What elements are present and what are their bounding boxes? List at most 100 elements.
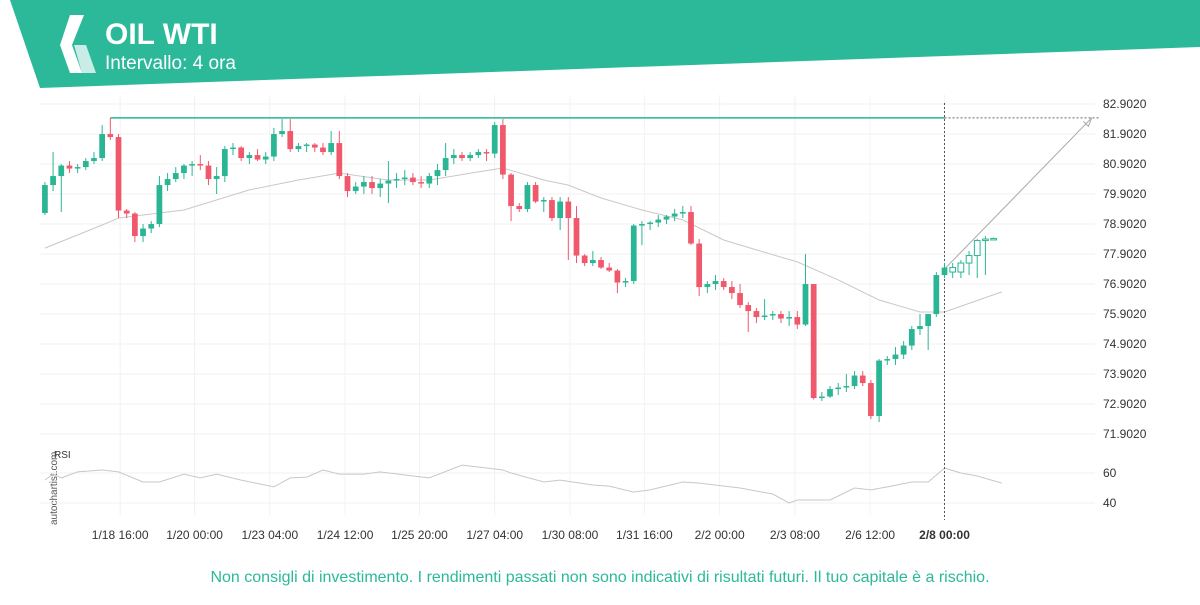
x-tick-label: 2/2 00:00 [695,528,745,542]
candle-body [311,144,318,148]
candle-body [704,284,711,288]
candle-body [868,383,874,417]
title: OIL WTI [105,18,218,51]
candle-body [917,326,923,330]
x-tick-label: 1/25 20:00 [391,528,448,542]
x-tick-label: 1/27 04:00 [466,528,523,542]
candle-body [450,155,457,159]
x-tick-label: 1/24 12:00 [317,528,374,542]
candle-body [688,212,694,244]
candle-body [156,185,163,225]
candle-body [794,317,801,325]
candle-body [42,185,48,213]
candle-body [410,177,416,183]
y-tick-label: 72.9020 [1103,397,1147,411]
y-tick-label: 80.9020 [1103,157,1147,171]
rsi-tick-label: 60 [1103,466,1117,480]
candle-body [516,206,523,210]
candle-body [843,386,850,388]
candle-body [181,165,187,174]
candle-body [66,165,73,169]
candle-body [639,224,645,226]
candle-body [900,345,907,355]
candle-body [287,131,294,150]
candle-body [483,152,490,154]
candle-body [851,375,858,387]
candle-body [769,314,776,316]
y-tick-label: 71.9020 [1103,427,1147,441]
candle-body [761,315,768,318]
candle-body [123,210,130,214]
candle-body [99,134,106,159]
candle-body [262,156,269,160]
candle-body [132,213,138,237]
candle-body [990,237,997,241]
candle-body [328,143,335,153]
candle-body [205,165,212,180]
x-tick-label: 1/18 16:00 [92,528,149,542]
logo [60,15,96,73]
candle-body [230,147,236,150]
candle-body [369,182,375,189]
candle-body [74,167,81,169]
candle-body [434,170,441,177]
candle-body [778,314,784,319]
candle-body [745,305,752,312]
rsi-tick-label: 40 [1103,496,1117,510]
candle-body [663,216,670,220]
candle-body [320,147,326,153]
candle-body [802,284,809,325]
candle-body [671,213,678,217]
candle-body [246,155,253,159]
candle-body [622,281,629,283]
disclaimer: Non consigli di investimento. I rendimen… [210,569,989,586]
y-tick-label: 78.9020 [1103,217,1147,231]
moving-average [44,167,1002,313]
candle-body [647,222,653,225]
candle-body [197,164,204,166]
candle-body [884,359,891,361]
y-tick-label: 81.9020 [1103,127,1147,141]
y-tick-label: 74.9020 [1103,337,1147,351]
y-tick-label: 77.9020 [1103,247,1147,261]
candle-body [500,125,506,175]
candle-body [655,219,662,223]
candle-body [238,147,245,159]
candle-body [737,293,743,306]
candle-body [442,158,449,171]
x-tick-label: 1/30 08:00 [542,528,599,542]
subtitle: Intervallo: 4 ora [105,53,236,74]
candle-body [753,311,760,318]
candle-body [712,281,719,285]
candle-body [58,165,65,177]
watermark: autochartist.com [49,452,60,525]
candle-body [82,161,89,168]
candle-body [467,155,474,159]
candle-body [254,155,261,160]
candle-body [540,200,547,202]
candle-body [491,125,498,154]
candle-body [524,185,531,210]
candle-body [581,255,588,264]
candle-body [835,387,842,390]
candle-body [532,185,539,202]
candle-body [957,262,965,273]
candle-body [859,375,866,384]
candle-body [91,158,97,162]
candle-body [573,218,580,256]
candle-body [973,240,981,257]
candle-body [352,186,359,192]
candle-body [827,389,833,397]
candle-body [549,200,555,219]
candle-body [164,179,171,186]
candle-body [459,155,465,159]
candle-body [965,255,973,264]
candle-body [279,131,285,135]
candle-body [344,176,351,192]
candle-body [393,179,400,181]
candle-body [385,180,392,184]
projection-arrow [944,117,1093,270]
candle-body [786,317,792,319]
header-band [10,0,1200,88]
y-tick-label: 73.9020 [1103,367,1147,381]
